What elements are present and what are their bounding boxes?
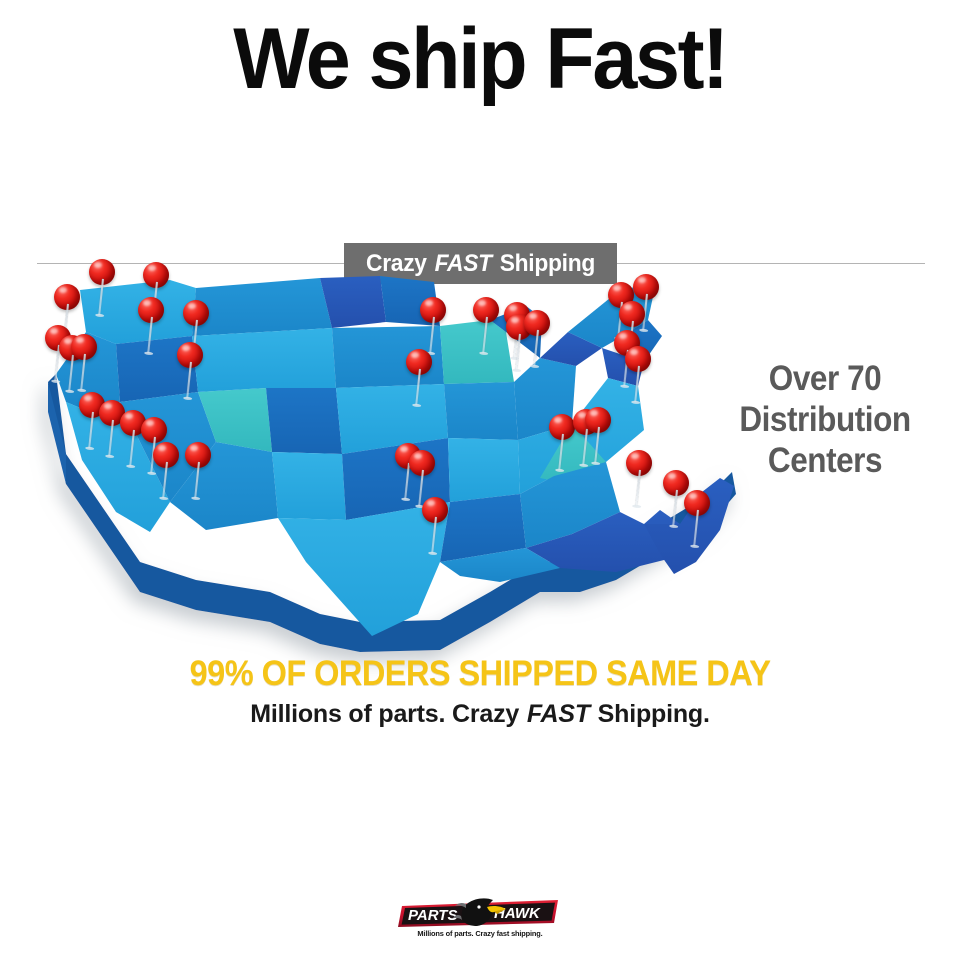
same-day-shipping-tagline: 99% OF ORDERS SHIPPED SAME DAY [189, 654, 771, 693]
sub-tagline-before: Millions of parts. Crazy [250, 700, 526, 728]
ribbon-text-emphasis: FAST [434, 249, 492, 277]
parts-hawk-logo-mark: PARTS HAWK [398, 898, 558, 927]
map-extrusion [48, 374, 736, 652]
logo-word-parts: PARTS [408, 907, 457, 924]
distribution-centers-callout: Over 70 Distribution Centers [713, 358, 938, 481]
callout-line-3: Centers [767, 441, 883, 480]
logo-word-hawk: HAWK [494, 905, 541, 922]
callout-line-1: Over 70 [768, 359, 882, 398]
sub-tagline: Millions of parts. Crazy FAST Shipping. [0, 700, 960, 729]
sub-tagline-after: Shipping. [590, 700, 710, 728]
page-title: We ship Fast! [233, 11, 729, 107]
ribbon-text-after: Shipping [493, 249, 596, 277]
us-map-graphic [48, 276, 736, 652]
logo-tagline: Millions of parts. Crazy fast shipping. [417, 929, 543, 938]
parts-hawk-logo[interactable]: PARTS HAWK Millions of parts. Crazy fast… [398, 896, 562, 944]
sub-tagline-emphasis: FAST [526, 700, 590, 728]
ribbon-text-before: Crazy [366, 249, 433, 277]
hawk-icon [453, 898, 506, 926]
ribbon-label: Crazy FAST Shipping [366, 250, 595, 278]
us-distribution-map [20, 259, 740, 662]
callout-line-2: Distribution [739, 400, 911, 439]
